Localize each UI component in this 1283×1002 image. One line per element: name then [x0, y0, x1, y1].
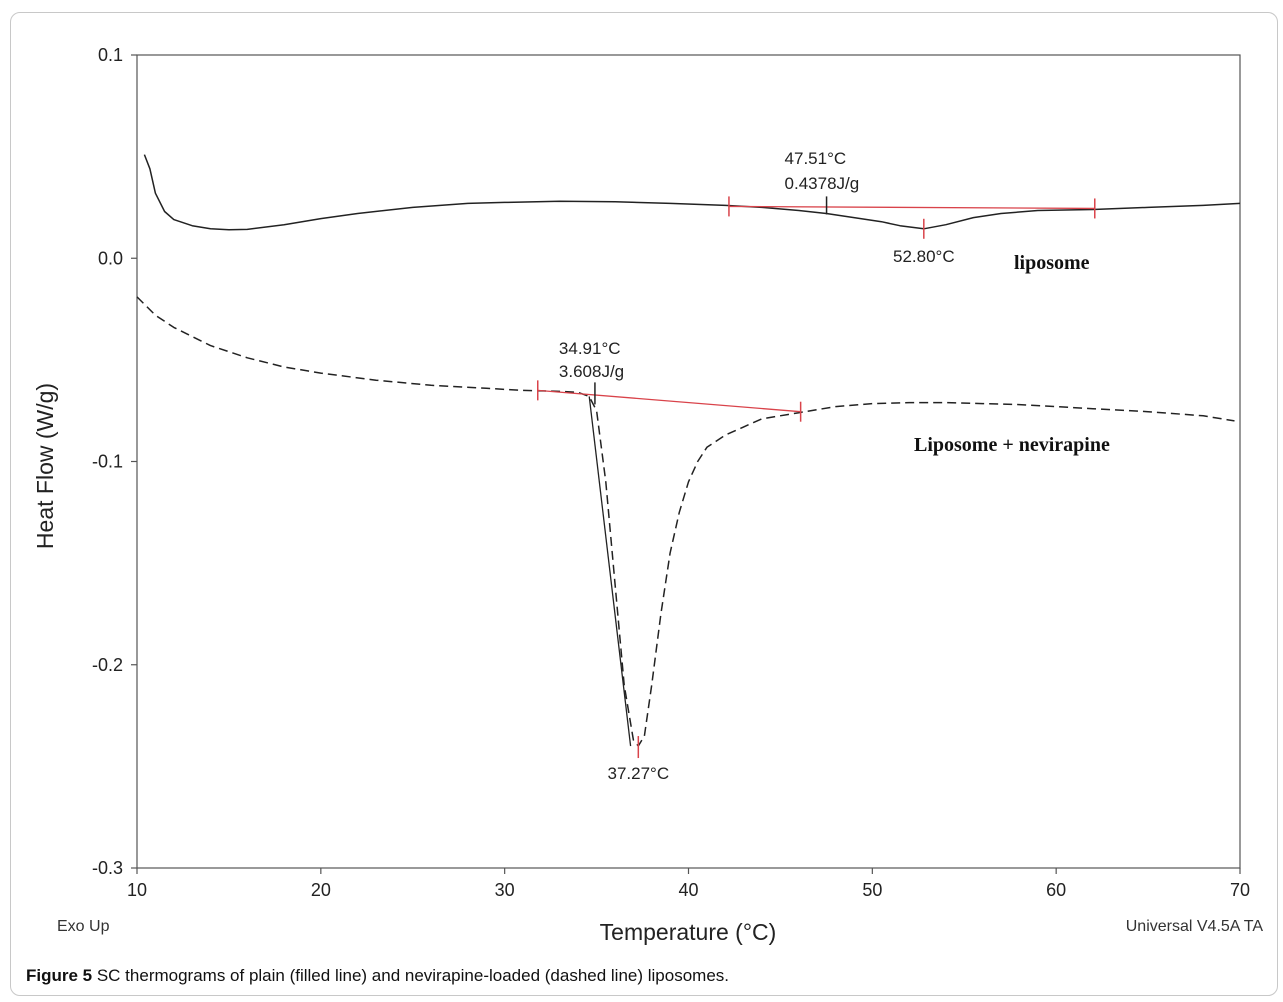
- figure-caption: Figure 5 SC thermograms of plain (filled…: [26, 966, 729, 986]
- annotation-enthalpy-nevirapine: 3.608J/g: [559, 362, 624, 381]
- curve-liposome: [144, 155, 1240, 230]
- series-label-nevirapine: Liposome + nevirapine: [914, 434, 1110, 456]
- annotation-onset-temp-liposome: 47.51°C: [785, 149, 847, 168]
- annotation-onset-temp-nevirapine: 34.91°C: [559, 339, 621, 358]
- annotation-peak-temp-nevirapine: 37.27°C: [608, 764, 670, 783]
- exo-up-label: Exo Up: [57, 918, 110, 935]
- caption-text: SC thermograms of plain (filled line) an…: [92, 966, 729, 985]
- series-label-liposome: liposome: [1014, 252, 1090, 274]
- y-tick-label: 0.1: [98, 45, 123, 65]
- annotation-enthalpy-liposome: 0.4378J/g: [785, 174, 860, 193]
- y-tick-label: -0.1: [92, 452, 123, 472]
- x-tick-label: 70: [1230, 880, 1250, 900]
- plot-frame: [137, 55, 1240, 868]
- x-tick-label: 10: [127, 880, 147, 900]
- x-axis-title: Temperature (°C): [600, 919, 777, 945]
- y-tick-label: -0.2: [92, 655, 123, 675]
- y-tick-label: -0.3: [92, 858, 123, 878]
- software-version-label: Universal V4.5A TA: [1126, 918, 1264, 935]
- curve-liposome-nevirapine: [137, 297, 1235, 746]
- plot-axes: [137, 55, 1240, 868]
- baseline-line: [538, 390, 801, 411]
- peak-annotations: 47.51°C 0.4378J/g 52.80°C 34.91°C 3.608J/g 37…: [559, 149, 955, 783]
- x-tick-label: 60: [1046, 880, 1066, 900]
- y-tick-label: 0.0: [98, 248, 123, 268]
- integration-baselines: [538, 196, 1095, 421]
- onset-tangent-nevirapine: [589, 396, 630, 746]
- annotation-peak-temp-liposome: 52.80°C: [893, 247, 955, 266]
- x-tick-label: 40: [678, 880, 698, 900]
- axis-ticks: 10 20 30 40 50 60 70 0.1 0.0 -0.1 -0.2 -0.3: [92, 45, 1250, 900]
- x-tick-label: 50: [862, 880, 882, 900]
- x-tick-label: 30: [495, 880, 515, 900]
- y-axis-title: Heat Flow (W/g): [32, 383, 58, 549]
- baseline-line: [729, 206, 1095, 208]
- caption-label: Figure 5: [26, 966, 92, 985]
- x-tick-label: 20: [311, 880, 331, 900]
